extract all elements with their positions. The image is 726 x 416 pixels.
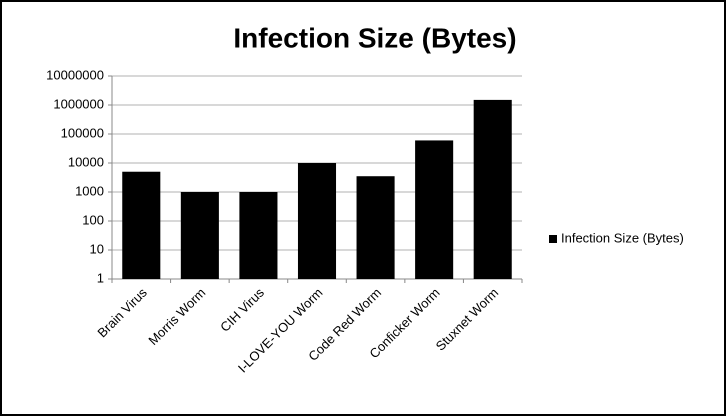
y-tick-label: 10000 xyxy=(68,154,104,169)
y-tick-label: 10 xyxy=(90,241,104,256)
bar xyxy=(180,192,219,279)
y-tick-label: 10000000 xyxy=(46,67,104,82)
y-tick-label: 100000 xyxy=(61,125,104,140)
bar xyxy=(297,163,337,279)
bar xyxy=(356,176,395,279)
y-tick-label: 1 xyxy=(97,270,104,285)
legend-swatch xyxy=(549,235,557,243)
y-tick-label: 1000000 xyxy=(53,96,104,111)
bar xyxy=(122,171,161,279)
y-tick-label: 100 xyxy=(82,212,104,227)
bar xyxy=(473,99,512,279)
legend-label: Infection Size (Bytes) xyxy=(561,230,684,245)
bar xyxy=(239,192,278,279)
bar xyxy=(415,140,454,279)
y-tick-label: 1000 xyxy=(75,183,104,198)
chart-title: Infection Size (Bytes) xyxy=(233,22,516,53)
